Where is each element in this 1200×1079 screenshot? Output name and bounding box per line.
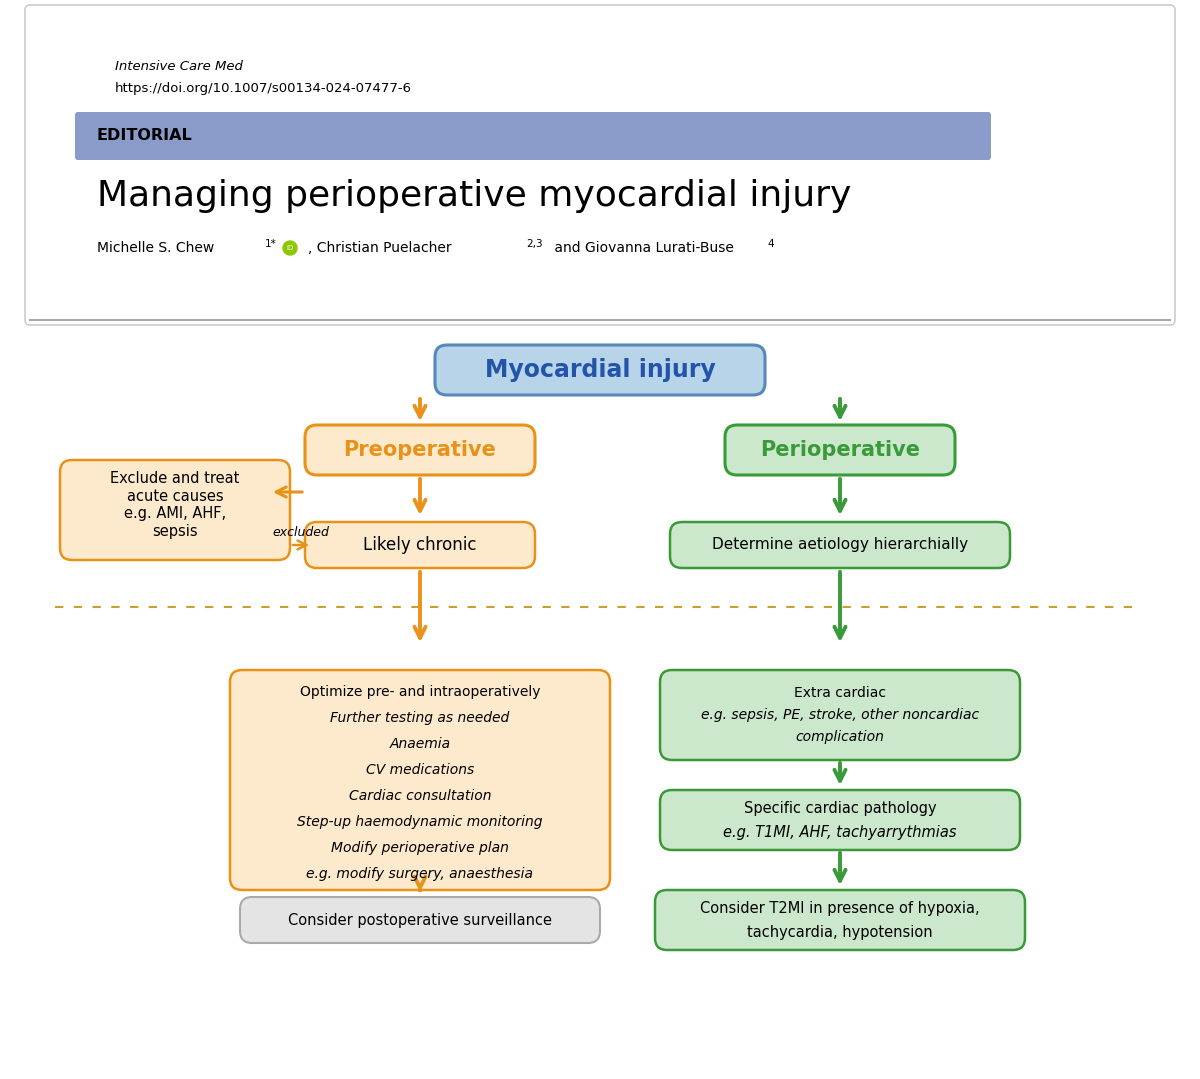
FancyBboxPatch shape [725, 425, 955, 475]
Text: 4: 4 [767, 240, 774, 249]
FancyBboxPatch shape [60, 460, 290, 560]
Text: iD: iD [287, 245, 294, 251]
Text: e.g. T1MI, AHF, tachyarrythmias: e.g. T1MI, AHF, tachyarrythmias [724, 824, 956, 839]
FancyBboxPatch shape [25, 5, 1175, 325]
Text: CV medications: CV medications [366, 763, 474, 777]
Text: , Christian Puelacher: , Christian Puelacher [308, 241, 451, 255]
Text: Extra cardiac: Extra cardiac [794, 686, 886, 700]
Text: Michelle S. Chew: Michelle S. Chew [97, 241, 215, 255]
Text: Determine aetiology hierarchially: Determine aetiology hierarchially [712, 537, 968, 552]
Text: Modify perioperative plan: Modify perioperative plan [331, 841, 509, 855]
Text: EDITORIAL: EDITORIAL [97, 128, 193, 144]
Text: Likely chronic: Likely chronic [364, 536, 476, 554]
FancyBboxPatch shape [660, 790, 1020, 850]
FancyBboxPatch shape [240, 897, 600, 943]
Text: complication: complication [796, 730, 884, 745]
FancyBboxPatch shape [74, 112, 991, 160]
Text: e.g. sepsis, PE, stroke, other noncardiac: e.g. sepsis, PE, stroke, other noncardia… [701, 708, 979, 722]
FancyBboxPatch shape [655, 890, 1025, 950]
Text: 2,3: 2,3 [526, 240, 542, 249]
Text: Exclude and treat
acute causes
e.g. AMI, AHF,
sepsis: Exclude and treat acute causes e.g. AMI,… [110, 472, 240, 538]
Circle shape [283, 241, 298, 255]
FancyBboxPatch shape [436, 345, 766, 395]
FancyBboxPatch shape [305, 425, 535, 475]
FancyBboxPatch shape [230, 670, 610, 890]
FancyBboxPatch shape [305, 522, 535, 568]
Text: Step-up haemodynamic monitoring: Step-up haemodynamic monitoring [298, 815, 542, 829]
Text: tachycardia, hypotension: tachycardia, hypotension [748, 925, 932, 940]
Text: Myocardial injury: Myocardial injury [485, 358, 715, 382]
Text: Specific cardiac pathology: Specific cardiac pathology [744, 801, 936, 816]
Text: Anaemia: Anaemia [390, 737, 450, 751]
Text: Further testing as needed: Further testing as needed [330, 711, 510, 725]
Text: Optimize pre- and intraoperatively: Optimize pre- and intraoperatively [300, 685, 540, 699]
FancyBboxPatch shape [670, 522, 1010, 568]
FancyBboxPatch shape [660, 670, 1020, 760]
Text: and Giovanna Lurati-Buse: and Giovanna Lurati-Buse [550, 241, 734, 255]
Text: e.g. modify surgery, anaesthesia: e.g. modify surgery, anaesthesia [306, 868, 534, 880]
Text: Preoperative: Preoperative [343, 440, 497, 460]
Text: Intensive Care Med: Intensive Care Med [115, 60, 242, 73]
Text: Managing perioperative myocardial injury: Managing perioperative myocardial injury [97, 179, 851, 213]
Text: Consider postoperative surveillance: Consider postoperative surveillance [288, 913, 552, 928]
Text: Perioperative: Perioperative [760, 440, 920, 460]
Text: Cardiac consultation: Cardiac consultation [349, 789, 491, 803]
Text: 1*: 1* [265, 240, 277, 249]
Text: https://doi.org/10.1007/s00134-024-07477-6: https://doi.org/10.1007/s00134-024-07477… [115, 82, 412, 95]
Text: excluded: excluded [272, 527, 330, 540]
Text: Consider T2MI in presence of hypoxia,: Consider T2MI in presence of hypoxia, [700, 901, 980, 915]
